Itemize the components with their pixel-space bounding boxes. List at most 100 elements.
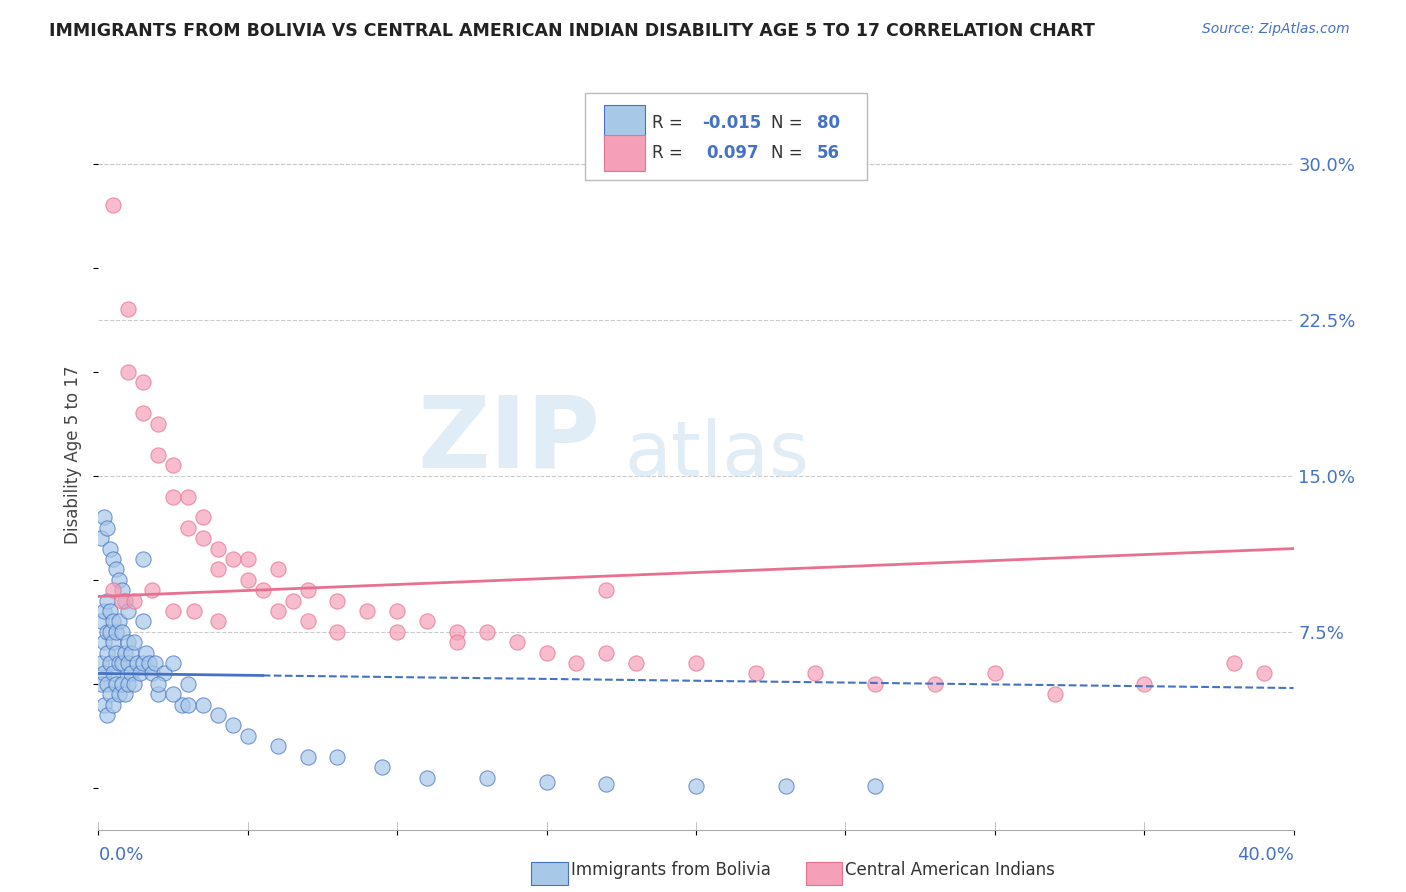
Point (108, 615, 131, 629)
Text: Source: ZipAtlas.com: Source: ZipAtlas.com (1202, 22, 1350, 37)
Point (385, 624, 409, 639)
Point (141, 583, 163, 598)
Point (114, 593, 136, 607)
Point (207, 615, 229, 629)
Point (132, 656, 155, 670)
Point (326, 624, 349, 639)
Point (565, 656, 588, 670)
Point (191, 510, 214, 524)
Point (267, 604, 290, 618)
Point (177, 490, 200, 504)
Point (536, 774, 558, 789)
Text: 80: 80 (817, 114, 839, 132)
Point (117, 677, 139, 691)
Point (135, 646, 157, 660)
Point (1133, 677, 1156, 691)
Point (132, 406, 155, 420)
Point (132, 552, 155, 566)
Point (804, 666, 827, 681)
Point (148, 687, 170, 701)
Point (93, 666, 115, 681)
Text: ZIP: ZIP (418, 392, 600, 489)
Point (326, 749, 349, 764)
Point (475, 624, 498, 639)
Point (536, 646, 558, 660)
Text: Central American Indians: Central American Indians (845, 861, 1054, 879)
Point (162, 687, 184, 701)
Point (222, 552, 245, 566)
Point (117, 656, 139, 670)
Point (177, 521, 200, 535)
Point (138, 656, 160, 670)
Point (162, 656, 184, 670)
Point (141, 666, 163, 681)
Point (98, 541, 122, 556)
Point (207, 562, 229, 576)
Point (446, 624, 468, 639)
Point (98, 656, 122, 670)
Point (356, 604, 378, 618)
Text: R =: R = (652, 114, 688, 132)
Point (93, 604, 115, 618)
Text: -0.015: -0.015 (702, 114, 761, 132)
Point (143, 656, 166, 670)
Point (252, 583, 274, 598)
Point (236, 729, 259, 743)
Text: N =: N = (772, 144, 808, 162)
Point (105, 646, 128, 660)
Point (108, 573, 131, 587)
Point (685, 656, 707, 670)
Text: atlas: atlas (624, 418, 808, 491)
Point (177, 677, 200, 691)
Point (162, 458, 184, 473)
Text: R =: R = (652, 144, 693, 162)
Point (117, 635, 139, 649)
Point (1223, 656, 1246, 670)
Point (326, 593, 349, 607)
Point (222, 718, 245, 732)
Point (98, 604, 122, 618)
Point (114, 687, 136, 701)
Point (924, 677, 946, 691)
Point (103, 198, 125, 212)
Point (90, 677, 112, 691)
Point (111, 583, 134, 598)
Point (595, 583, 617, 598)
Point (153, 666, 176, 681)
Point (103, 635, 125, 649)
Point (236, 552, 259, 566)
Point (108, 656, 131, 670)
Point (117, 302, 139, 317)
Point (984, 666, 1007, 681)
Point (446, 635, 468, 649)
Point (120, 666, 142, 681)
Point (191, 698, 214, 712)
Point (172, 698, 194, 712)
Point (105, 624, 128, 639)
Point (111, 656, 134, 670)
Text: Immigrants from Bolivia: Immigrants from Bolivia (571, 861, 770, 879)
Point (117, 365, 139, 379)
Point (105, 677, 128, 691)
Point (90, 615, 112, 629)
Point (416, 771, 439, 785)
Point (111, 624, 134, 639)
Point (191, 531, 214, 545)
Point (132, 615, 155, 629)
Point (93, 635, 115, 649)
Point (96, 677, 118, 691)
Point (148, 448, 170, 462)
Point (595, 777, 617, 791)
Point (93, 510, 115, 524)
Point (117, 604, 139, 618)
Point (103, 583, 125, 598)
Point (865, 779, 887, 793)
Point (267, 739, 290, 754)
Point (685, 779, 707, 793)
Point (96, 593, 118, 607)
Text: 0.097: 0.097 (707, 144, 759, 162)
Point (297, 749, 319, 764)
FancyBboxPatch shape (605, 104, 644, 141)
Point (177, 698, 200, 712)
Point (595, 646, 617, 660)
